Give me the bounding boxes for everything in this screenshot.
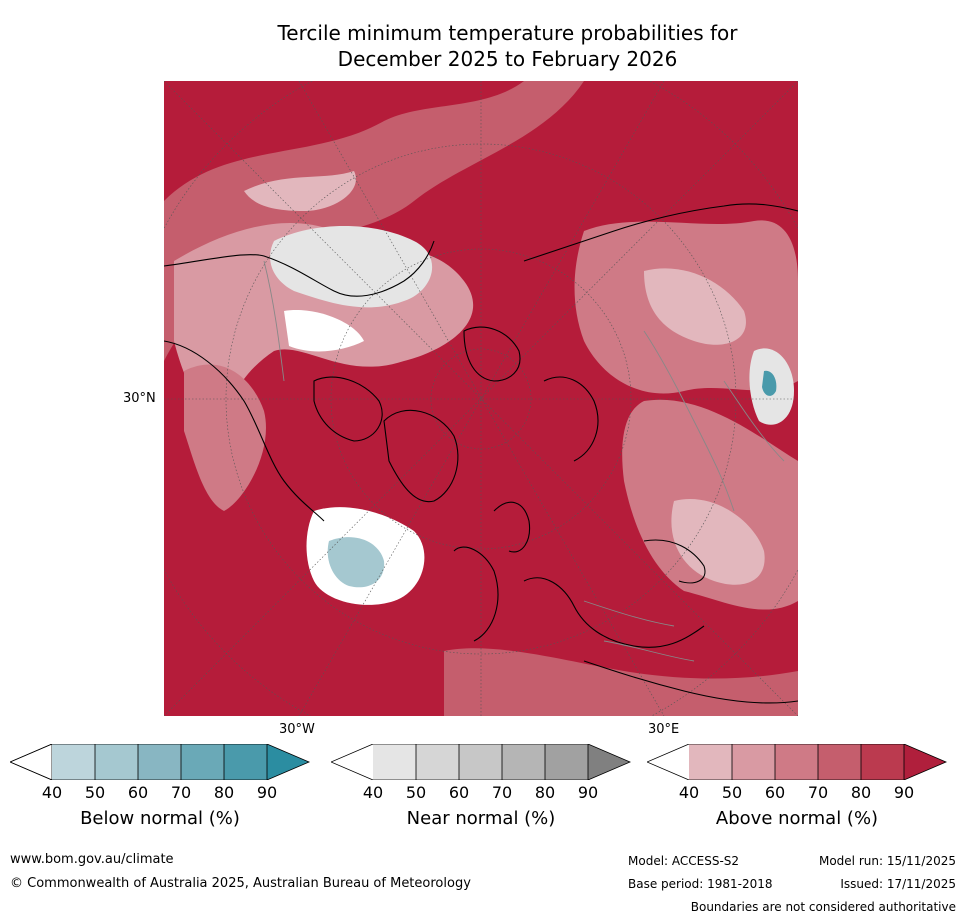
footer-model: Model: ACCESS-S2 <box>628 854 740 868</box>
cbar-above-swatch <box>818 744 861 780</box>
colorbar-below-normal <box>10 744 310 780</box>
cbar-near-swatch <box>545 744 588 780</box>
cbar-above-tick: 70 <box>807 783 829 802</box>
cbar-near-outline <box>331 744 631 780</box>
footer-base-period: Base period: 1981-2018 <box>628 877 773 891</box>
region-above-40-southeast <box>671 499 765 585</box>
cbar-above-swatch <box>861 744 904 780</box>
coastlines <box>164 203 798 704</box>
cbar-below-swatch <box>95 744 138 780</box>
cbar-below-max-arrow <box>267 744 309 780</box>
region-above-70 <box>164 81 584 361</box>
cbar-near-max-arrow <box>588 744 630 780</box>
cbar-above-tick: 90 <box>893 783 915 802</box>
cbar-near-tick: 90 <box>577 783 599 802</box>
cbar-near-tick: 80 <box>534 783 556 802</box>
map-canvas <box>164 81 798 716</box>
lat-label-30n: 30°N <box>123 391 156 406</box>
cbar-above-swatch <box>732 744 775 780</box>
footer-model-run: Model run: 15/11/2025 <box>818 854 956 868</box>
cbar-below-swatch <box>224 744 267 780</box>
footer-website: www.bom.gov.au/climate <box>10 852 174 867</box>
cbar-near-min-arrow <box>331 744 373 780</box>
cbar-near-tick: 60 <box>448 783 470 802</box>
cbar-near-tick: 70 <box>491 783 513 802</box>
cbar-above-label: Above normal (%) <box>715 808 879 829</box>
cbar-below-swatch <box>181 744 224 780</box>
region-above-60-west <box>184 364 266 511</box>
cbar-below-min-arrow <box>10 744 53 780</box>
cbar-near-label: Near normal (%) <box>406 808 556 829</box>
cbar-above-tick: 60 <box>764 783 786 802</box>
region-above-40-north <box>244 171 356 211</box>
lon-label-30e: 30°E <box>648 722 680 737</box>
footer-issued: Issued: 17/11/2025 <box>840 877 956 891</box>
cbar-below-swatch <box>138 744 181 780</box>
cbar-near-swatch <box>459 744 502 780</box>
footer-copyright: © Commonwealth of Australia 2025, Austra… <box>10 876 471 891</box>
region-above-70-south <box>444 648 798 716</box>
cbar-near-tick: 50 <box>405 783 427 802</box>
cbar-above-max-arrow <box>904 744 946 780</box>
cbar-below-tick: 40 <box>41 783 63 802</box>
cbar-above-min-arrow <box>647 744 689 780</box>
region-near-normal-north <box>270 226 433 308</box>
cbar-below-tick: 70 <box>170 783 192 802</box>
cbar-below-label: Below normal (%) <box>80 808 240 829</box>
cbar-near-swatch <box>416 744 459 780</box>
cbar-above-tick: 40 <box>678 783 700 802</box>
cbar-below-tick: 80 <box>213 783 235 802</box>
cbar-below-outline <box>10 744 310 780</box>
cbar-above-tick: 50 <box>721 783 743 802</box>
colorbar-above-normal-graphic <box>647 744 947 780</box>
polar-map <box>164 81 798 716</box>
cbar-above-tick: 80 <box>850 783 872 802</box>
chart-title: Tercile minimum temperature probabilitie… <box>0 20 965 72</box>
cbar-below-tick: 90 <box>256 783 278 802</box>
cbar-near-swatch <box>373 744 416 780</box>
title-line-1: Tercile minimum temperature probabilitie… <box>277 21 738 45</box>
colorbar-near-normal <box>331 744 631 780</box>
cbar-near-swatch <box>502 744 545 780</box>
lon-label-30w: 30°W <box>279 722 315 737</box>
cbar-below-swatch <box>52 744 95 780</box>
region-white-north <box>284 310 364 352</box>
region-below-normal-atlantic <box>327 537 385 588</box>
cbar-above-outline <box>647 744 947 780</box>
cbar-below-tick: 60 <box>127 783 149 802</box>
cbar-above-swatch <box>775 744 818 780</box>
cbar-below-tick: 50 <box>84 783 106 802</box>
colorbar-above-normal <box>647 744 947 780</box>
title-line-2: December 2025 to February 2026 <box>337 47 678 71</box>
region-below-normal-east <box>762 370 777 396</box>
cbar-above-swatch <box>689 744 732 780</box>
colorbar-below-normal-graphic <box>10 744 310 780</box>
region-above-40-east <box>644 268 746 345</box>
country-borders <box>263 260 785 662</box>
colorbar-near-normal-graphic <box>331 744 631 780</box>
footer-disclaimer: Boundaries are not considered authoritat… <box>690 900 956 914</box>
cbar-near-tick: 40 <box>362 783 384 802</box>
